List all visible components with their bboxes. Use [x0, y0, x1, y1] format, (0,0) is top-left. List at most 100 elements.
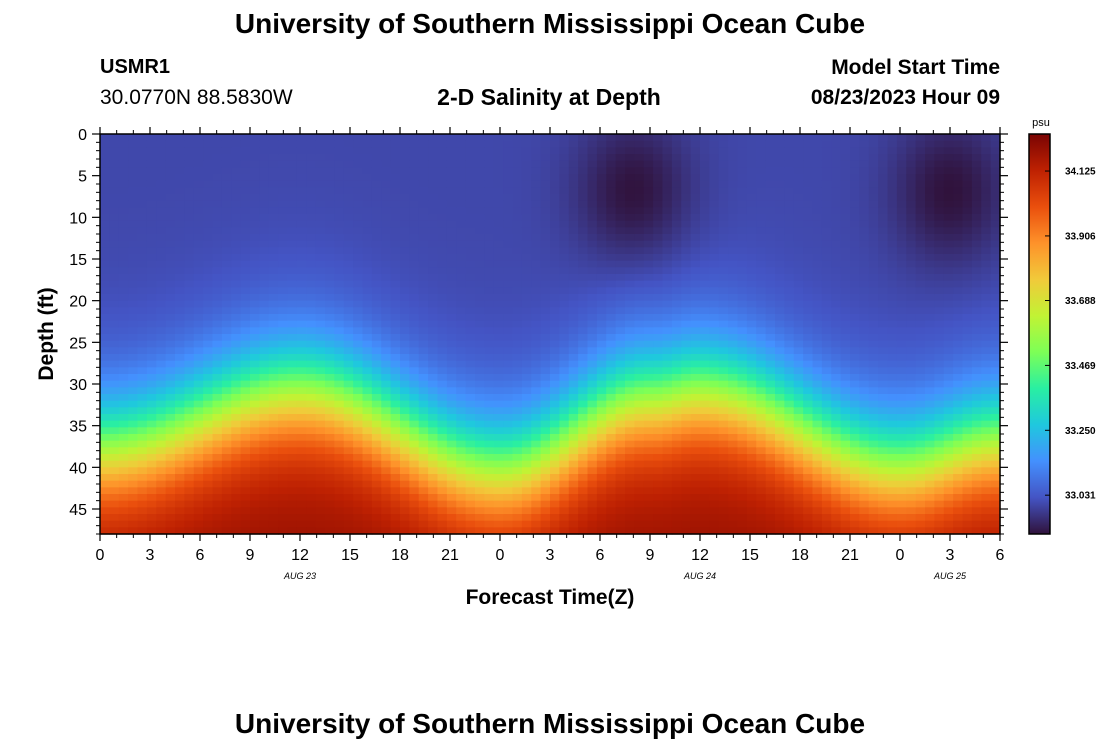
- heatmap-cell: [400, 480, 410, 488]
- heatmap-cell: [268, 420, 279, 428]
- heatmap-cell: [578, 314, 589, 322]
- heatmap-cell: [268, 347, 279, 355]
- heatmap-cell: [353, 434, 364, 442]
- heatmap-cell: [184, 274, 195, 282]
- heatmap-cell: [550, 347, 560, 355]
- heatmap-cell: [503, 480, 514, 488]
- heatmap-cell: [765, 140, 776, 148]
- heatmap-cell: [109, 447, 120, 455]
- heatmap-cell: [221, 480, 232, 488]
- heatmap-cell: [568, 314, 579, 322]
- heatmap-cell: [550, 514, 560, 522]
- heatmap-cell: [625, 427, 635, 435]
- heatmap-cell: [756, 520, 767, 528]
- heatmap-cell: [625, 134, 635, 142]
- heatmap-cell: [793, 220, 804, 228]
- heatmap-cell: [250, 240, 260, 248]
- heatmap-cell: [568, 514, 579, 522]
- heatmap-cell: [128, 147, 139, 155]
- heatmap-cell: [587, 147, 598, 155]
- heatmap-cell: [503, 360, 514, 368]
- heatmap-cell: [662, 154, 673, 162]
- heatmap-cell: [596, 260, 607, 268]
- heatmap-cell: [409, 434, 420, 442]
- heatmap-cell: [184, 434, 195, 442]
- heatmap-cell: [437, 374, 448, 382]
- heatmap-cell: [484, 327, 495, 335]
- heatmap-cell: [484, 454, 495, 462]
- heatmap-cell: [296, 487, 307, 495]
- heatmap-cell: [775, 400, 785, 408]
- heatmap-cell: [737, 234, 748, 242]
- heatmap-cell: [193, 520, 204, 528]
- heatmap-cell: [859, 374, 870, 382]
- heatmap-cell: [390, 240, 401, 248]
- heatmap-cell: [840, 380, 851, 388]
- heatmap-cell: [484, 174, 495, 182]
- heatmap-cell: [221, 367, 232, 375]
- heatmap-cell: [334, 227, 345, 235]
- heatmap-cell: [446, 267, 457, 275]
- heatmap-cell: [690, 180, 701, 188]
- heatmap-cell: [540, 527, 551, 535]
- heatmap-cell: [493, 187, 504, 195]
- heatmap-cell: [315, 200, 326, 208]
- heatmap-cell: [831, 167, 842, 175]
- heatmap-cell: [568, 160, 579, 168]
- heatmap-cell: [475, 407, 485, 415]
- heatmap-cell: [756, 187, 767, 195]
- heatmap-cell: [578, 220, 589, 228]
- heatmap-cell: [643, 294, 654, 302]
- heatmap-cell: [700, 420, 710, 428]
- heatmap-cell: [212, 307, 223, 315]
- heatmap-cell: [203, 300, 214, 308]
- heatmap-cell: [287, 354, 298, 362]
- heatmap-cell: [615, 280, 626, 288]
- heatmap-cell: [343, 174, 354, 182]
- heatmap-cell: [446, 480, 457, 488]
- heatmap-cell: [850, 347, 860, 355]
- heatmap-cell: [193, 180, 204, 188]
- heatmap-cell: [128, 187, 139, 195]
- heatmap-cell: [287, 394, 298, 402]
- heatmap-cell: [568, 200, 579, 208]
- heatmap-cell: [156, 180, 167, 188]
- heatmap-cell: [456, 214, 467, 222]
- heatmap-cell: [512, 227, 523, 235]
- heatmap-cell: [400, 187, 410, 195]
- heatmap-cell: [231, 467, 242, 475]
- heatmap-cell: [278, 374, 289, 382]
- heatmap-cell: [868, 340, 879, 348]
- heatmap-cell: [821, 220, 832, 228]
- heatmap-cell: [165, 194, 176, 202]
- heatmap-cell: [521, 400, 532, 408]
- heatmap-cell: [540, 234, 551, 242]
- heatmap-cell: [634, 260, 645, 268]
- heatmap-cell: [775, 380, 785, 388]
- heatmap-cell: [390, 214, 401, 222]
- heatmap-cell: [728, 440, 739, 448]
- heatmap-cell: [137, 287, 148, 295]
- heatmap-cell: [371, 134, 382, 142]
- heatmap-cell: [390, 447, 401, 455]
- heatmap-cell: [793, 420, 804, 428]
- heatmap-cell: [325, 320, 335, 328]
- heatmap-cell: [615, 167, 626, 175]
- heatmap-cell: [803, 227, 814, 235]
- heatmap-cell: [475, 520, 485, 528]
- heatmap-cell: [437, 514, 448, 522]
- heatmap-cell: [625, 320, 635, 328]
- heatmap-cell: [146, 407, 157, 415]
- heatmap-cell: [850, 314, 860, 322]
- heatmap-cell: [821, 227, 832, 235]
- heatmap-cell: [334, 360, 345, 368]
- heatmap-cell: [709, 274, 720, 282]
- heatmap-cell: [512, 347, 523, 355]
- heatmap-cell: [240, 274, 251, 282]
- heatmap-cell: [587, 487, 598, 495]
- heatmap-cell: [859, 214, 870, 222]
- heatmap-cell: [746, 307, 757, 315]
- heatmap-cell: [390, 247, 401, 255]
- heatmap-cell: [259, 340, 270, 348]
- heatmap-cell: [681, 220, 692, 228]
